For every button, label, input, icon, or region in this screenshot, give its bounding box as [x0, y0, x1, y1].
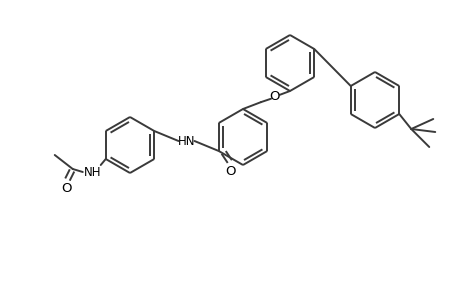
Text: NH: NH — [84, 166, 101, 178]
Text: O: O — [269, 90, 280, 103]
Text: HN: HN — [177, 134, 195, 148]
Text: O: O — [62, 182, 72, 196]
Text: O: O — [225, 164, 235, 178]
